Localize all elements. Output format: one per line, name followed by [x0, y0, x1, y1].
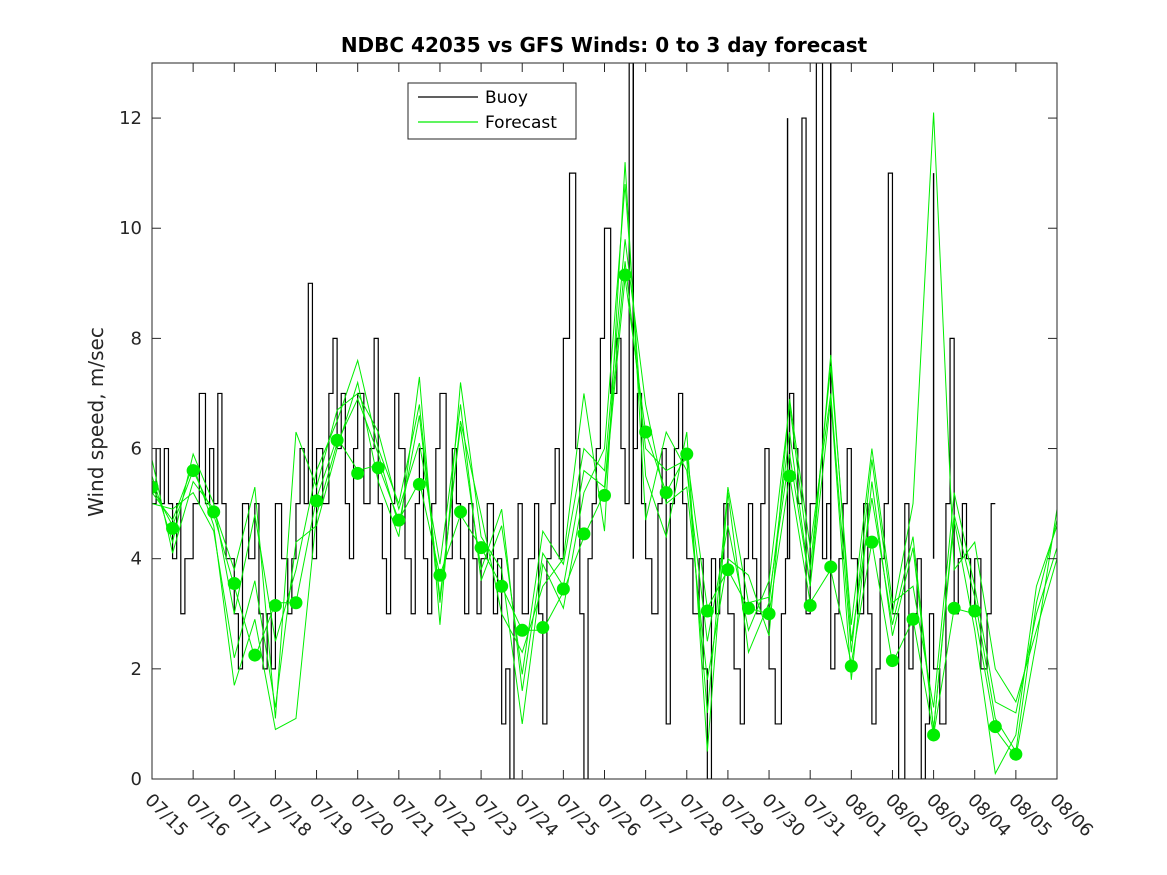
forecast-marker — [152, 480, 159, 494]
forecast-marker — [392, 513, 406, 527]
forecast-marker — [186, 464, 200, 478]
forecast-marker — [927, 728, 941, 742]
forecast-marker — [659, 486, 673, 500]
forecast-marker — [310, 494, 324, 508]
forecast-marker — [248, 648, 262, 662]
forecast-marker — [865, 535, 879, 549]
forecast-marker — [433, 568, 447, 582]
y-tick-label: 2 — [131, 659, 142, 680]
forecast-marker — [844, 659, 858, 673]
forecast-marker — [906, 612, 920, 626]
legend-box — [407, 82, 577, 140]
forecast-marker — [803, 599, 817, 613]
y-tick-label: 6 — [131, 439, 142, 460]
forecast-marker — [495, 579, 509, 593]
forecast-marker — [289, 596, 303, 610]
y-axis-label: Wind speed, m/sec — [84, 327, 108, 517]
forecast-marker — [783, 469, 797, 483]
legend-buoy-label: Buoy — [485, 88, 528, 108]
forecast-marker — [598, 488, 611, 502]
forecast-marker — [166, 521, 180, 535]
series-group — [152, 63, 1057, 779]
forecast-marker — [454, 505, 468, 519]
forecast-marker — [721, 563, 735, 577]
forecast-marker — [207, 505, 221, 519]
forecast-marker — [227, 576, 241, 590]
forecast-marker — [680, 447, 694, 461]
forecast-series-line — [152, 184, 1057, 776]
forecast-marker — [371, 461, 385, 475]
forecast-series-line — [152, 112, 1057, 719]
forecast-marker — [351, 466, 365, 480]
forecast-marker — [968, 604, 982, 618]
y-tick-label: 10 — [119, 218, 142, 239]
forecast-marker — [639, 425, 653, 439]
legend-forecast-label: Forecast — [485, 113, 557, 133]
forecast-series-line — [152, 261, 1057, 753]
forecast-marker — [536, 621, 550, 635]
forecast-marker — [556, 582, 570, 596]
forecast-marker — [885, 654, 899, 668]
buoy-series-line — [152, 63, 996, 779]
forecast-marker — [700, 604, 714, 618]
forecast-marker — [515, 623, 529, 637]
plot-area — [151, 62, 1058, 780]
forecast-marker — [474, 541, 488, 555]
forecast-marker — [824, 560, 838, 574]
chart-title: NDBC 42035 vs GFS Winds: 0 to 3 day fore… — [341, 33, 868, 57]
forecast-marker — [741, 601, 755, 615]
legend: Buoy Forecast — [407, 82, 577, 140]
plot-background — [152, 63, 1057, 779]
forecast-marker — [330, 433, 344, 447]
y-tick-label: 12 — [119, 108, 142, 129]
forecast-marker — [412, 477, 426, 491]
forecast-marker — [577, 527, 591, 541]
forecast-marker — [1009, 747, 1023, 761]
forecast-marker — [988, 720, 1002, 734]
y-tick-label: 8 — [131, 328, 142, 349]
forecast-marker — [268, 599, 282, 613]
forecast-marker — [947, 601, 961, 615]
forecast-marker — [762, 607, 776, 621]
forecast-marker — [618, 268, 632, 282]
y-tick-label: 0 — [131, 769, 142, 790]
y-tick-label: 4 — [131, 549, 142, 570]
y-axis: 0 2 4 6 8 10 12 — [119, 108, 1057, 790]
